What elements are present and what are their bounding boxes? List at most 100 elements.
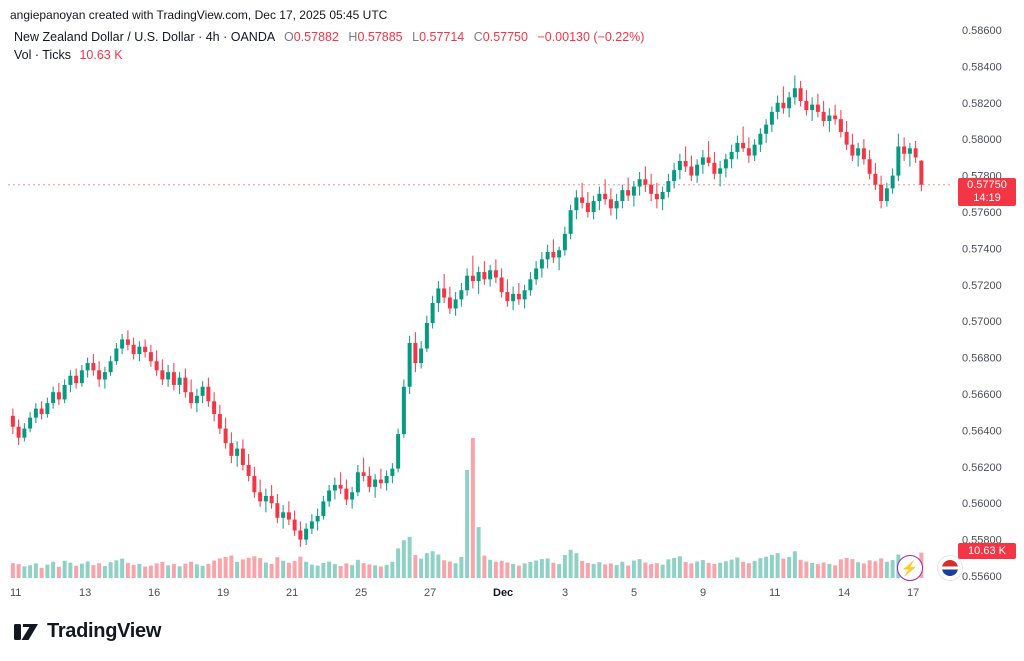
economic-event-button[interactable] [936, 555, 963, 581]
candle [45, 403, 50, 415]
candle [235, 448, 240, 456]
candle [189, 392, 194, 404]
volume-value: 10.63 K [79, 48, 123, 62]
volume-bar [246, 557, 251, 578]
time-axis-tick: 3 [562, 587, 568, 599]
volume-bar [85, 561, 90, 578]
volume-bar [608, 563, 613, 578]
time-axis-tick: 25 [355, 587, 367, 599]
volume-bar [419, 558, 424, 578]
volume-bar [545, 558, 550, 578]
candle [10, 415, 15, 427]
candle [654, 193, 659, 200]
close-value: 0.57750 [482, 30, 528, 44]
candle [735, 142, 740, 152]
candle [62, 384, 67, 400]
candle [246, 464, 251, 476]
candle [637, 179, 642, 187]
candle [689, 166, 694, 176]
candle [838, 119, 843, 132]
volume-bar [367, 564, 372, 578]
candle [574, 197, 579, 211]
volume-bar [28, 565, 33, 578]
candle [608, 199, 613, 209]
tradingview-logo[interactable]: TradingView [14, 620, 161, 643]
lightning-icon: ⚡ [900, 559, 919, 576]
price-chart-canvas[interactable]: 0.556000.558000.560000.562000.564000.566… [0, 0, 1024, 610]
symbol-legend[interactable]: New Zealand Dollar / U.S. Dollar · 4h · … [14, 30, 644, 44]
volume-bar [528, 561, 533, 578]
last-price-value: 0.57750 [967, 178, 1007, 191]
candle [177, 377, 182, 385]
flag-icon [941, 560, 958, 576]
candle [143, 346, 148, 353]
candle [51, 392, 56, 404]
candle [660, 191, 665, 200]
candle [148, 352, 153, 362]
volume-bar [453, 563, 458, 578]
candle [120, 339, 125, 349]
volume-bar [511, 563, 516, 578]
volume-bar [568, 549, 573, 578]
candle [597, 193, 602, 202]
volume-bar [33, 563, 38, 578]
volume-bar [798, 559, 803, 578]
volume-bar [580, 561, 585, 578]
volume-bar [764, 556, 769, 578]
candle [879, 184, 884, 202]
volume-bar [321, 562, 326, 578]
candle [867, 159, 872, 174]
candle [919, 160, 924, 185]
volume-bar [695, 561, 700, 578]
price-axis-tick: 0.56400 [962, 425, 1002, 437]
volume-bar [292, 561, 297, 578]
volume-bar [712, 563, 717, 578]
candle [419, 348, 424, 364]
candle [436, 288, 441, 303]
candle [557, 250, 562, 258]
volume-bar [120, 558, 125, 578]
low-value: 0.57714 [419, 30, 465, 44]
candle [482, 272, 487, 280]
volume-bar [200, 565, 205, 578]
candle [206, 386, 211, 402]
volume-bar [137, 563, 142, 578]
high-value: 0.57885 [357, 30, 403, 44]
volume-bar [447, 561, 452, 578]
volume-legend[interactable]: Vol · Ticks 10.63 K [14, 48, 123, 62]
time-axis-tick: 16 [148, 587, 160, 599]
price-axis-tick: 0.58600 [962, 25, 1002, 37]
price-axis-tick: 0.56200 [962, 462, 1002, 474]
volume-bar [390, 561, 395, 578]
candle [758, 133, 763, 145]
candle [378, 479, 383, 484]
candle [856, 148, 861, 156]
price-axis-tick: 0.56600 [962, 389, 1002, 401]
candle [815, 104, 820, 112]
volume-bar [252, 556, 257, 578]
volume-bar [672, 557, 677, 578]
candle [338, 485, 343, 489]
candle [827, 115, 832, 121]
candle [229, 443, 234, 456]
volume-bar [79, 563, 84, 578]
candle [286, 512, 291, 520]
volume-bar [189, 561, 194, 578]
time-axis-tick: 9 [700, 587, 706, 599]
volume-bar [217, 558, 222, 578]
volume-bar [350, 565, 355, 578]
candle [252, 475, 257, 493]
candle [321, 501, 326, 516]
candle [677, 161, 682, 171]
time-axis-tick: Dec [493, 587, 513, 599]
candle [22, 428, 27, 438]
instant-trading-button[interactable]: ⚡ [896, 555, 923, 581]
candle [292, 519, 297, 531]
candle [315, 515, 320, 522]
candle [327, 490, 332, 502]
candle [28, 417, 33, 429]
candle [488, 270, 493, 280]
volume-bar [240, 559, 245, 578]
tradingview-wordmark: TradingView [47, 620, 162, 642]
volume-bar [643, 562, 648, 578]
